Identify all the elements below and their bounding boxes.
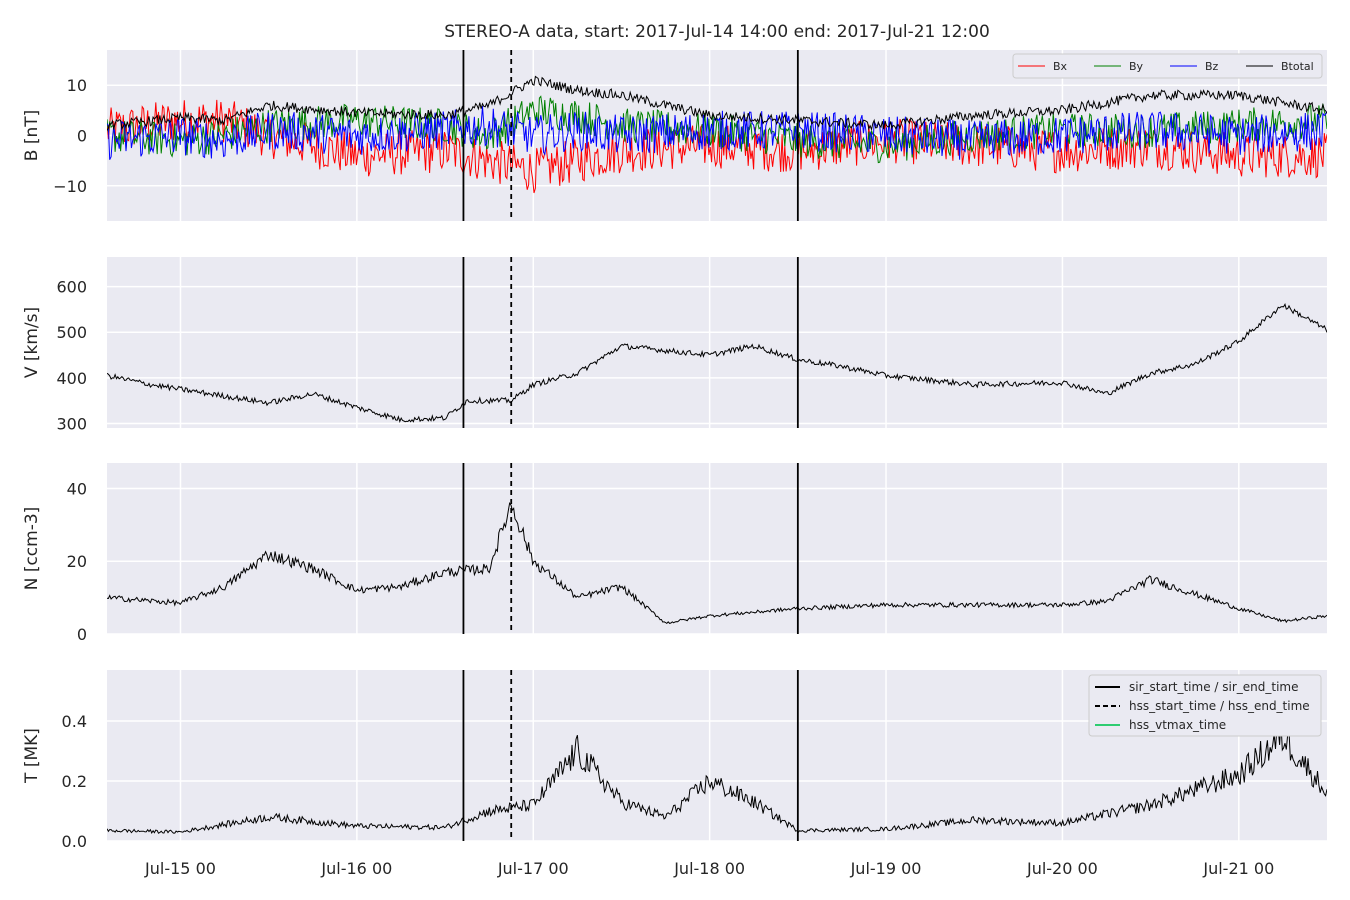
x-tick-label: Jul-18 00 — [673, 859, 745, 878]
legend-label: hss_start_time / hss_end_time — [1129, 699, 1310, 713]
y-tick-label: 0 — [77, 625, 87, 644]
legend-b: Bx By Bz Btotal — [1012, 53, 1323, 79]
y-axis-label: N [ccm-3] — [22, 507, 42, 591]
y-tick-label: 500 — [56, 323, 87, 342]
y-axis-label: V [km/s] — [22, 307, 42, 378]
y-tick-label: 0.0 — [62, 832, 87, 851]
x-tick-label: Jul-19 00 — [850, 859, 922, 878]
x-tick-label: Jul-16 00 — [320, 859, 392, 878]
y-tick-label: 0 — [77, 127, 87, 146]
y-tick-label: 400 — [56, 369, 87, 388]
legend-label: sir_start_time / sir_end_time — [1129, 680, 1299, 694]
x-tick-label: Jul-20 00 — [1026, 859, 1098, 878]
series-line-series — [107, 501, 1327, 625]
series-line-bz — [107, 106, 1327, 160]
panel-3: 0 20 40 N [ccm-3] — [22, 463, 1327, 644]
y-tick-label: −10 — [53, 177, 87, 196]
panel-2: 300 400 500 600 V [km/s] — [22, 257, 1327, 433]
y-tick-label: 10 — [67, 76, 87, 95]
y-tick-label: 0.4 — [62, 712, 87, 731]
legend-events: sir_start_time / sir_end_time hss_start_t… — [1088, 674, 1322, 737]
plot-area — [107, 463, 1327, 634]
x-tick-label: Jul-21 00 — [1202, 859, 1274, 878]
legend-label: Bx — [1053, 60, 1068, 73]
series-line-series — [107, 302, 1327, 424]
panel-4: 0.0 0.2 0.4 T [MK] sir_start_time / sir_end_… — [22, 670, 1327, 851]
legend-label: By — [1129, 60, 1144, 73]
y-tick-label: 40 — [67, 479, 87, 498]
y-tick-label: 300 — [56, 414, 87, 433]
legend-label: Bz — [1205, 60, 1219, 73]
plot-area — [107, 257, 1327, 428]
legend-label: hss_vtmax_time — [1129, 718, 1226, 732]
x-tick-label: Jul-17 00 — [497, 859, 569, 878]
series-line-series — [107, 720, 1327, 834]
series-line-btotal — [107, 75, 1327, 132]
y-tick-label: 0.2 — [62, 772, 87, 791]
y-tick-label: 600 — [56, 278, 87, 297]
y-axis-label: T [MK] — [22, 728, 42, 784]
y-axis-label: B [nT] — [22, 110, 42, 162]
legend-label: Btotal — [1281, 60, 1314, 73]
y-tick-label: 20 — [67, 552, 87, 571]
figure-title: STEREO-A data, start: 2017-Jul-14 14:00 … — [444, 22, 990, 42]
series-line-bx — [107, 99, 1327, 194]
panel-1: −10 0 10 B [nT] Bx By Bz Btotal — [22, 50, 1327, 221]
x-tick-label: Jul-15 00 — [144, 859, 216, 878]
